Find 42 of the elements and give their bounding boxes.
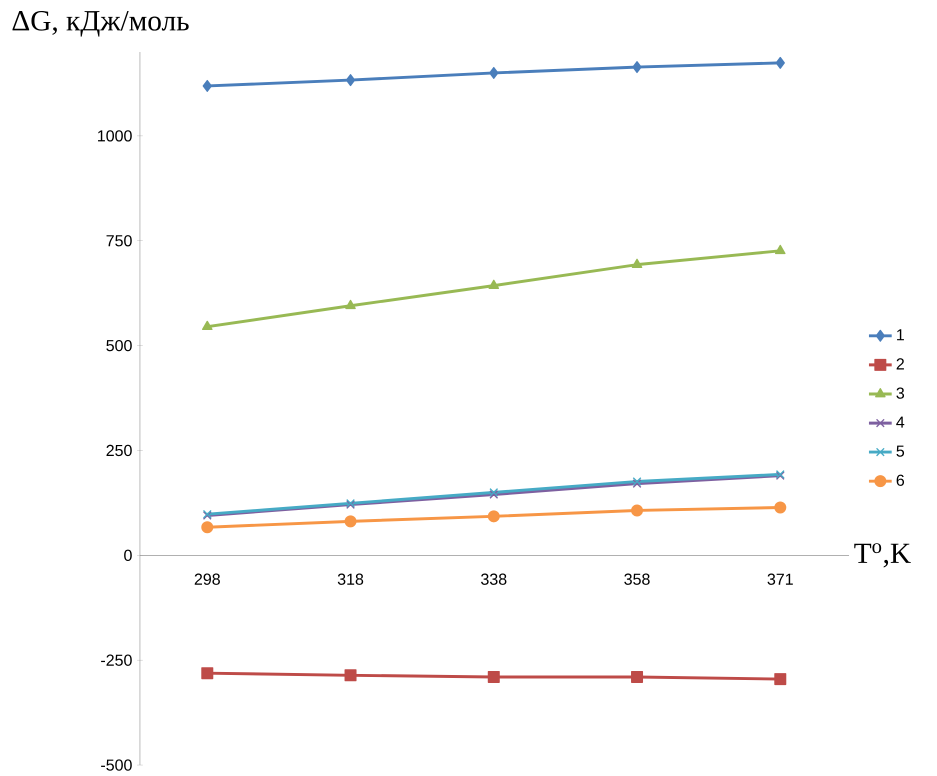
point (346, 74, 356, 86)
legend-label: 1 (897, 329, 904, 340)
x-tick-label: 358 (624, 574, 650, 585)
point (488, 671, 500, 684)
point (344, 515, 357, 528)
point (776, 57, 785, 70)
point (344, 669, 357, 682)
point (631, 671, 644, 684)
point (488, 280, 500, 290)
y-tick-label: -500 (101, 760, 132, 771)
point (774, 502, 786, 514)
point (201, 521, 214, 534)
legend-label: 3 (896, 388, 904, 399)
y-tick-label: 500 (106, 340, 132, 352)
y-tick-label: 250 (106, 444, 132, 456)
y-axis-title: ΔG, кДж/моль (12, 11, 189, 37)
point (201, 667, 214, 680)
y-tick-label: 1000 (98, 130, 132, 142)
point (631, 504, 644, 517)
x-tick-label: 298 (194, 574, 220, 585)
point (202, 80, 212, 92)
point (489, 490, 498, 500)
point (489, 488, 498, 497)
legend-label: 6 (896, 474, 904, 486)
point (488, 510, 500, 522)
x-tick-label: 318 (338, 574, 364, 585)
legend-label: 5 (896, 446, 904, 457)
point (632, 258, 642, 268)
y-tick-label: -250 (101, 654, 132, 666)
point (345, 300, 356, 310)
point (202, 320, 213, 330)
x-tick-label: 371 (768, 574, 793, 585)
legend-label: 2 (896, 358, 904, 370)
y-tick-label: 0 (124, 550, 132, 562)
legend-label: 4 (896, 416, 904, 428)
point (632, 61, 642, 74)
x-axis-title: T$^{o}$,K (854, 543, 911, 568)
x-tick-label: 338 (481, 574, 506, 585)
point (774, 673, 786, 686)
y-tick-label: 750 (106, 235, 132, 247)
point (774, 244, 786, 254)
point (489, 67, 498, 80)
